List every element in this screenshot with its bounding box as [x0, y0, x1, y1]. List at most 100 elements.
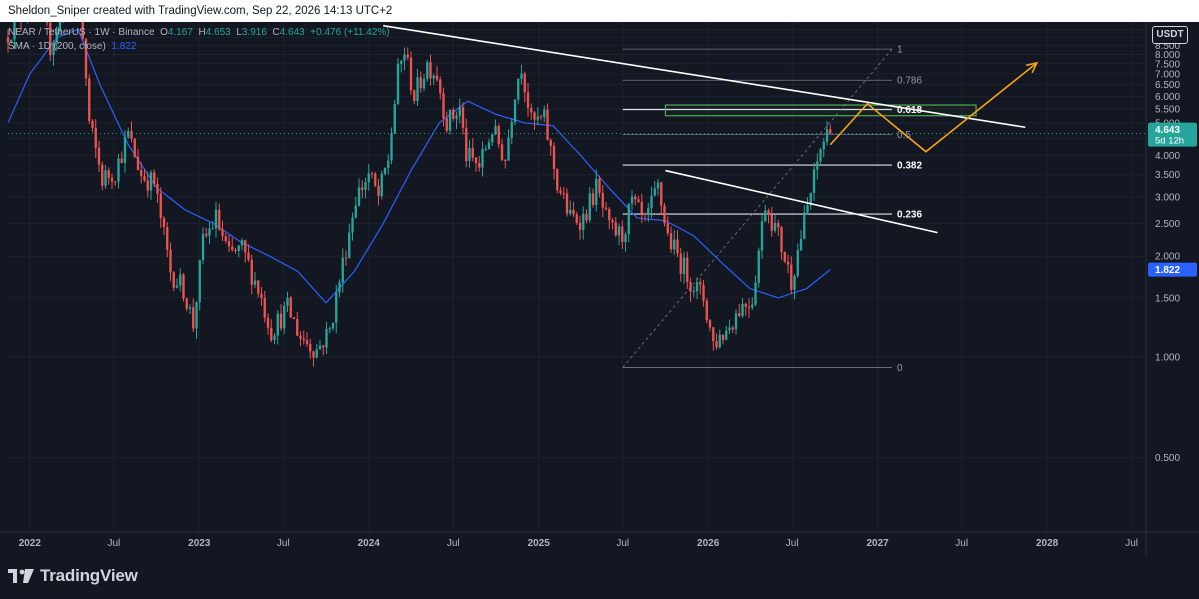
- candle-body: [637, 199, 640, 202]
- low-label: L: [236, 27, 242, 38]
- candle-body: [127, 130, 130, 138]
- candle-body: [45, 22, 49, 23]
- candle-body: [283, 305, 286, 329]
- price-axis[interactable]: 0.500 1.000 1.500 2.000 2.500 3.000 3.500 4.000…: [8, 22, 1199, 556]
- time-tick-label: Jul: [107, 538, 120, 549]
- candle-body: [279, 313, 283, 329]
- candle-body: [240, 240, 244, 246]
- candle-body: [718, 334, 721, 348]
- candle-body: [682, 257, 686, 274]
- candle-body: [686, 257, 689, 283]
- candle-body: [123, 137, 127, 163]
- candle-body: [546, 109, 549, 140]
- candle-body: [504, 159, 507, 161]
- candle-body: [679, 253, 682, 274]
- candles: [6, 22, 832, 367]
- sma-row: SMA · 1D (200, close) 1.822: [8, 40, 390, 54]
- candle-body: [793, 275, 796, 290]
- candle-body: [221, 229, 224, 237]
- candle-body: [712, 327, 715, 342]
- currency-button[interactable]: USDT: [1152, 26, 1188, 44]
- candle-body: [530, 107, 533, 113]
- candle-body: [367, 173, 370, 183]
- trendlines[interactable]: [383, 24, 1026, 234]
- candle-body: [461, 107, 465, 128]
- candle-body: [439, 79, 442, 94]
- candle-body: [182, 274, 185, 299]
- fib-diagonal: [622, 48, 893, 368]
- price-axis-bg: [1146, 22, 1199, 556]
- price-tick-label: 2.000: [1155, 252, 1180, 263]
- candle-body: [309, 344, 312, 352]
- candle-body: [621, 226, 624, 243]
- symbol-label[interactable]: NEAR / TetherUS · 1W · Binance: [8, 27, 155, 38]
- candle-body: [640, 201, 643, 214]
- open-label: O: [160, 27, 168, 38]
- fibonacci-retracement[interactable]: 1 0.786 0.618 0.5 0.382 0.236 0: [622, 45, 923, 374]
- candle-body: [689, 282, 692, 292]
- candle-body: [702, 284, 705, 301]
- candle-body: [803, 212, 806, 239]
- candle-body: [491, 134, 494, 143]
- price-tick-label: 4.000: [1155, 151, 1180, 162]
- candle-body: [211, 228, 214, 230]
- projection-path[interactable]: [829, 61, 1039, 153]
- candle-body: [52, 42, 55, 56]
- candle-body: [816, 161, 819, 170]
- candle-body: [799, 238, 803, 251]
- candle-body: [484, 148, 487, 150]
- candle-body: [526, 92, 530, 108]
- candle-body: [172, 272, 175, 288]
- price-tick-label: 5.500: [1155, 104, 1180, 115]
- candle-body: [809, 192, 812, 206]
- candle-body: [364, 182, 367, 190]
- candle-body: [299, 335, 302, 339]
- time-axis[interactable]: 2022 Jul 2023 Jul 2024 Jul 2025 Jul 2026 Jul 2027 J…: [0, 531, 1199, 549]
- candle-body: [159, 193, 162, 218]
- candle-body: [738, 313, 741, 317]
- sma-value: 1.822: [111, 41, 137, 52]
- candle-body: [643, 213, 647, 215]
- candle-body: [458, 107, 461, 116]
- candle-body: [266, 317, 270, 328]
- candle-body: [88, 78, 91, 121]
- tradingview-logo[interactable]: TradingView: [8, 566, 138, 586]
- time-tick-label: 2024: [358, 538, 381, 549]
- candle-body: [97, 147, 101, 165]
- candle-body: [617, 226, 621, 236]
- price-tick-label: 1.000: [1155, 352, 1180, 363]
- candle-body: [136, 156, 140, 171]
- candle-body: [559, 190, 562, 194]
- candle-body: [669, 233, 673, 250]
- candle-body: [760, 221, 764, 251]
- candle-body: [237, 245, 240, 251]
- candle-body: [260, 293, 263, 299]
- sma-label[interactable]: SMA · 1D (200, close): [8, 41, 106, 52]
- chart-canvas[interactable]: 1 0.786 0.618 0.5 0.382 0.236 0 0.500 1.000 1.50…: [0, 22, 1199, 556]
- candle-body: [773, 223, 777, 231]
- sma-polyline: [7, 28, 831, 304]
- candle-body: [812, 169, 816, 193]
- candle-body: [725, 330, 728, 340]
- time-tick-label: Jul: [955, 538, 968, 549]
- candle-body: [666, 223, 669, 234]
- candle-body: [120, 158, 123, 163]
- candle-body: [585, 213, 588, 221]
- candle-body: [318, 345, 322, 350]
- candle-body: [153, 172, 156, 184]
- projection-polyline: [829, 62, 1038, 153]
- candle-body: [357, 187, 361, 206]
- target-zone[interactable]: [664, 104, 977, 117]
- candle-body: [656, 182, 660, 189]
- candle-body: [341, 257, 344, 283]
- candle-body: [481, 149, 484, 168]
- candle-body: [471, 147, 474, 158]
- low-value: 3.916: [241, 27, 267, 38]
- candle-body: [263, 298, 266, 318]
- candle-body: [777, 223, 780, 228]
- candle-body: [130, 130, 133, 139]
- candle-body: [250, 259, 253, 285]
- candle-body: [780, 227, 783, 252]
- fib-level-label: 0.5: [897, 130, 911, 141]
- candle-body: [494, 125, 497, 135]
